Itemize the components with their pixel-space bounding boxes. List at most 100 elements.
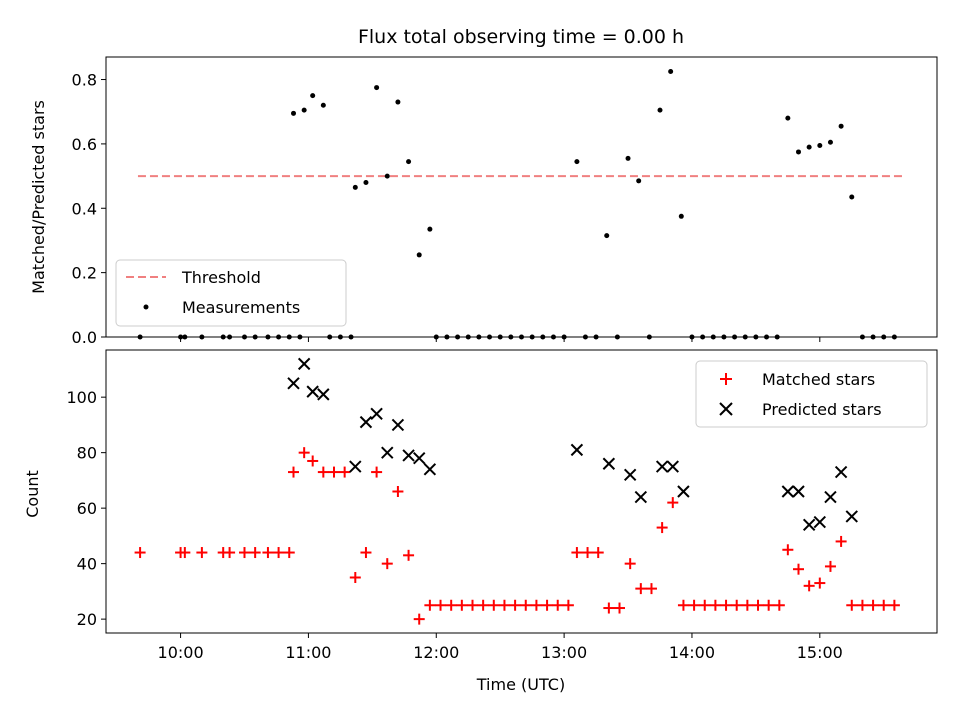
matched-stars-point bbox=[699, 599, 711, 611]
predicted-stars-point bbox=[381, 446, 394, 459]
matched-stars-point bbox=[477, 599, 489, 611]
matched-stars-point bbox=[624, 558, 636, 570]
predicted-stars-point bbox=[602, 457, 616, 470]
measurement-point bbox=[625, 155, 631, 161]
matched-stars-point bbox=[614, 602, 626, 614]
measurement-point bbox=[320, 102, 326, 108]
matched-stars-point bbox=[571, 547, 583, 559]
predicted-stars-point bbox=[845, 510, 858, 523]
predicted-stars-point bbox=[623, 468, 637, 482]
matched-stars-point bbox=[134, 547, 146, 559]
predicted-stars-point bbox=[423, 463, 437, 476]
matched-stars-point bbox=[835, 535, 847, 547]
top-legend-box bbox=[115, 259, 347, 327]
predicted-stars-point bbox=[813, 515, 827, 529]
legend-predicted-x-icon bbox=[719, 402, 733, 416]
matched-stars-point bbox=[239, 547, 250, 559]
matched-stars-point bbox=[773, 599, 785, 611]
measurement-point bbox=[806, 144, 812, 150]
matched-stars-point bbox=[530, 599, 542, 611]
measurement-point bbox=[604, 233, 610, 239]
bottom-y-ticks: 20 40 60 80 100 bbox=[66, 388, 106, 629]
matched-stars-point bbox=[179, 547, 191, 559]
matched-stars-point bbox=[288, 466, 300, 478]
top-axes-frame bbox=[105, 56, 938, 338]
bottom-x-tick-label: 12:00 bbox=[413, 643, 459, 662]
matched-stars-point bbox=[403, 549, 415, 561]
matched-stars-point bbox=[824, 560, 836, 572]
predicted-stars-point bbox=[349, 460, 362, 473]
top-y-axis-label: Matched/Predicted stars bbox=[29, 100, 48, 294]
measurement-point bbox=[374, 85, 380, 91]
predicted-stars-point bbox=[802, 518, 816, 532]
bottom-y-tick-label: 80 bbox=[77, 444, 97, 463]
matched-stars-point bbox=[435, 599, 447, 611]
bottom-x-ticks: 10:00 11:00 12:00 13:00 14:00 15:00 bbox=[158, 633, 843, 662]
matched-stars-point bbox=[413, 613, 425, 625]
matched-stars-point bbox=[298, 447, 310, 459]
matched-stars-point bbox=[224, 547, 236, 559]
matched-stars-point bbox=[307, 455, 319, 467]
matched-stars-point bbox=[445, 599, 457, 611]
matched-stars-point bbox=[466, 599, 478, 611]
predicted-stars-point bbox=[834, 465, 848, 479]
predicted-stars-point bbox=[677, 485, 690, 498]
bottom-x-axis-label: Time (UTC) bbox=[476, 675, 565, 694]
bottom-legend: Matched stars Predicted stars bbox=[695, 360, 928, 428]
measurement-point bbox=[574, 159, 580, 165]
bottom-y-tick-label: 100 bbox=[66, 388, 97, 407]
matched-stars-point bbox=[339, 466, 351, 478]
matched-stars-point bbox=[709, 599, 721, 611]
matched-stars-point bbox=[803, 580, 815, 592]
predicted-stars-point bbox=[413, 451, 426, 465]
bottom-plot-area bbox=[134, 357, 900, 625]
matched-stars-point bbox=[317, 466, 329, 478]
legend-measurements-label: Measurements bbox=[182, 298, 300, 317]
matched-stars-point bbox=[677, 599, 689, 611]
predicted-stars-point bbox=[306, 385, 319, 398]
matched-stars-point bbox=[196, 547, 208, 559]
predicted-stars-point bbox=[570, 443, 584, 457]
predicted-stars-point bbox=[391, 418, 405, 432]
legend-matched-label: Matched stars bbox=[762, 370, 875, 389]
matched-stars-point bbox=[603, 602, 615, 614]
measurement-point bbox=[384, 173, 390, 179]
matched-stars-point bbox=[520, 599, 532, 611]
matched-stars-point bbox=[878, 599, 890, 611]
predicted-stars-point bbox=[781, 485, 795, 498]
top-panel: Flux total observing time = 0.00 h Match… bbox=[29, 26, 938, 347]
matched-stars-point bbox=[688, 599, 700, 611]
matched-stars-point bbox=[582, 547, 594, 559]
matched-stars-point bbox=[273, 547, 285, 559]
matched-stars-point bbox=[552, 599, 564, 611]
measurement-point bbox=[301, 107, 307, 113]
predicted-stars-point bbox=[370, 407, 383, 421]
bottom-x-tick-label: 15:00 bbox=[797, 643, 843, 662]
bottom-y-tick-label: 40 bbox=[77, 555, 97, 574]
matched-stars-point bbox=[846, 599, 858, 611]
measurement-point bbox=[310, 93, 316, 99]
top-y-tick-label: 0.8 bbox=[72, 71, 97, 90]
matched-stars-point bbox=[720, 599, 732, 611]
matched-stars-point bbox=[562, 599, 574, 611]
matched-stars-point bbox=[456, 599, 468, 611]
matched-stars-point bbox=[498, 599, 510, 611]
matched-stars-point bbox=[731, 599, 743, 611]
matched-stars-point bbox=[656, 522, 668, 534]
matched-stars-point bbox=[371, 466, 383, 478]
legend-measurements-dot-icon bbox=[143, 304, 149, 310]
matched-stars-point bbox=[509, 599, 521, 611]
matched-stars-point bbox=[814, 577, 826, 589]
top-y-ticks: 0.0 0.2 0.4 0.6 0.8 bbox=[72, 71, 106, 347]
predicted-stars-point bbox=[824, 490, 837, 504]
predicted-stars-point bbox=[287, 377, 300, 390]
top-legend: Threshold Measurements bbox=[115, 259, 347, 327]
bottom-y-axis-label: Count bbox=[23, 470, 42, 518]
matched-stars-point bbox=[392, 486, 404, 497]
matched-stars-point bbox=[763, 599, 775, 611]
bottom-y-tick-label: 20 bbox=[77, 610, 97, 629]
top-y-tick-label: 0.6 bbox=[72, 135, 97, 154]
top-y-tick-label: 0.2 bbox=[72, 264, 97, 283]
